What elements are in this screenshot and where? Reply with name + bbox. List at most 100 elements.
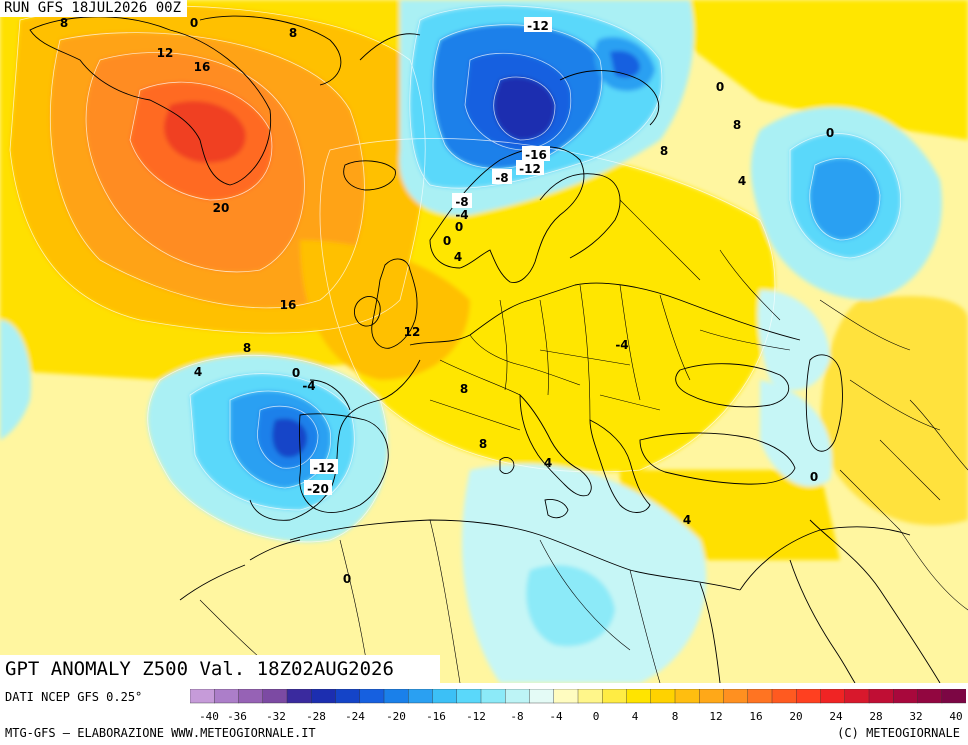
colorbar-swatch [577, 689, 603, 704]
contour-label: 4 [738, 174, 746, 188]
colorbar-tick-label: -24 [345, 710, 365, 723]
colorbar-swatch [456, 689, 482, 704]
colorbar-tick-label: -16 [426, 710, 446, 723]
colorbar-tick-label: 8 [672, 710, 679, 723]
contour-label-bg [452, 193, 472, 208]
contour-label-text: 4 [683, 513, 691, 527]
contour-label: 0 [810, 470, 818, 484]
colorbar-tick-label: -36 [227, 710, 247, 723]
contour-label-bg [304, 480, 332, 495]
contour-label-text: 8 [243, 341, 251, 355]
colorbar-tick-label: 40 [949, 710, 962, 723]
country-borders [199, 199, 968, 684]
colorbar-tick-label: -28 [306, 710, 326, 723]
colorbar-swatch [432, 689, 458, 704]
colorbar-swatch [480, 689, 506, 704]
colorbar-swatch [359, 689, 385, 704]
colorbar-swatch [262, 689, 288, 704]
contour-label-text: 8 [733, 118, 741, 132]
contour-label: -20 [304, 480, 332, 496]
colorbar-swatch [893, 689, 919, 704]
contour-label: 4 [194, 365, 202, 379]
colorbar-swatch [747, 689, 773, 704]
contour-label: 0 [292, 366, 300, 380]
colorbar-swatch [723, 689, 749, 704]
colorbar-tick-label: 4 [632, 710, 639, 723]
colorbar-swatch [941, 689, 966, 704]
colorbar-swatch [626, 689, 652, 704]
contour-label: 0 [716, 80, 724, 94]
contour-label: 0 [443, 234, 451, 248]
colorbar-swatch [238, 689, 264, 704]
colorbar-tick-label: 20 [789, 710, 802, 723]
colorbar-swatch [505, 689, 531, 704]
colorbar-swatch [674, 689, 700, 704]
contour-label-bg [522, 146, 550, 161]
contour-label: 0 [190, 16, 198, 30]
contour-label-text: 0 [826, 126, 834, 140]
contour-label-text: 12 [404, 325, 421, 339]
colorbar-tick-label: -40 [199, 710, 219, 723]
data-source: DATI NCEP GFS 0.25° [5, 690, 143, 704]
contour-label: 8 [479, 437, 487, 451]
colorbar-tick-label: -8 [510, 710, 523, 723]
credit-left: MTG-GFS — ELABORAZIONE WWW.METEOGIORNALE… [5, 726, 316, 740]
contour-label-bg [524, 17, 552, 32]
contour-label: 20 [213, 201, 230, 215]
contour-label-text: 0 [810, 470, 818, 484]
contour-label: 12 [157, 46, 174, 60]
colorbar-swatch [214, 689, 240, 704]
colorbar-tick-label: 12 [709, 710, 722, 723]
contour-label-text: -8 [495, 171, 508, 185]
contour-label-text: -4 [455, 208, 468, 222]
map-title: GPT ANOMALY Z500 Val. 18Z02AUG2026 [0, 655, 440, 683]
contour-label-text: 4 [738, 174, 746, 188]
contour-label-text: 0 [190, 16, 198, 30]
contour-label: 4 [454, 250, 462, 264]
contour-label-text: 8 [660, 144, 668, 158]
colorbar-swatch [286, 689, 312, 704]
contour-label-text: 20 [213, 201, 230, 215]
contour-label: 8 [289, 26, 297, 40]
contour-label: 8 [660, 144, 668, 158]
contour-label-text: 8 [60, 16, 68, 30]
colorbar-tick-label: -32 [266, 710, 286, 723]
contour-label: 0 [343, 572, 351, 586]
contour-label: -12 [310, 459, 338, 475]
colorbar-swatch [553, 689, 579, 704]
contour-label-bg [310, 459, 338, 474]
colorbar-swatch [868, 689, 894, 704]
contour-label-text: 16 [280, 298, 297, 312]
contour-label-text: 12 [157, 46, 174, 60]
contour-label-text: 8 [289, 26, 297, 40]
colorbar-swatch [771, 689, 797, 704]
contour-label: -12 [524, 17, 552, 33]
contour-label: -8 [492, 169, 512, 185]
colorbar-tick-label: -4 [549, 710, 563, 723]
colorbar-swatch [408, 689, 434, 704]
contour-label-text: 4 [544, 456, 552, 470]
colorbar-swatch [383, 689, 409, 704]
contour-label-text: 16 [194, 60, 211, 74]
colorbar-tick-label: 24 [829, 710, 843, 723]
contour-label-text: -20 [307, 482, 329, 496]
contour-label: -4 [302, 379, 315, 393]
coastlines [29, 15, 941, 684]
contour-label: 16 [280, 298, 297, 312]
colorbar-tick-label: 0 [593, 710, 600, 723]
contour-label-text: 8 [460, 382, 468, 396]
contour-label-text: 0 [716, 80, 724, 94]
contour-label-text: -12 [519, 162, 541, 176]
contour-label-text: -12 [313, 461, 335, 475]
colorbar-swatch [311, 689, 337, 704]
contour-label-text: -4 [302, 379, 315, 393]
contour-label: 0 [455, 220, 463, 234]
colorbar-tick-label: -20 [386, 710, 406, 723]
colorbar-swatch [190, 689, 215, 704]
colorbar-swatch [650, 689, 676, 704]
contour-label-text: -4 [615, 338, 628, 352]
contour-label: 4 [544, 456, 552, 470]
contour-label-text: 4 [454, 250, 462, 264]
